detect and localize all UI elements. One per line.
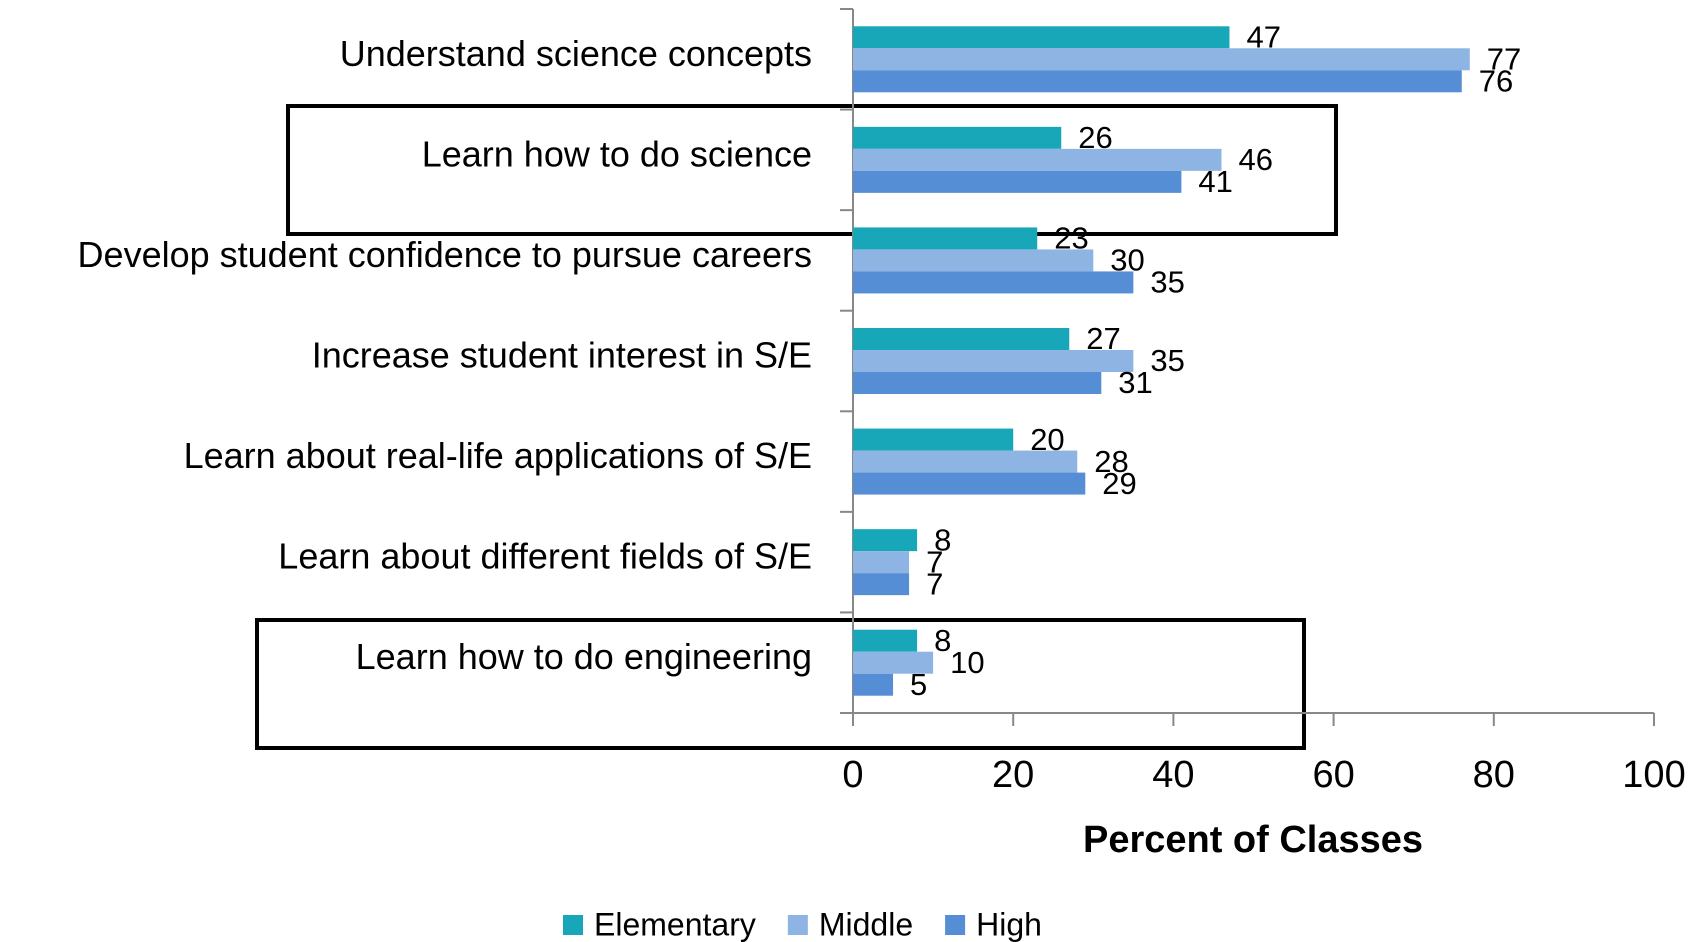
value-label: 76 — [1479, 63, 1513, 98]
x-tick-label: 40 — [1152, 754, 1194, 796]
bar — [853, 450, 1078, 473]
bar — [853, 472, 1086, 495]
x-tick-label: 0 — [842, 754, 863, 796]
bar — [853, 126, 1062, 149]
legend-label: Elementary — [594, 906, 756, 942]
category-label: Develop student confidence to pursue car… — [78, 234, 812, 275]
legend-label: Middle — [819, 906, 913, 942]
bar — [853, 70, 1462, 93]
x-tick-label: 100 — [1622, 754, 1685, 796]
bar — [853, 673, 894, 696]
bar — [853, 428, 1014, 451]
category-label: Learn how to do science — [422, 133, 812, 174]
value-label: 29 — [1102, 466, 1136, 501]
bar — [853, 227, 1038, 250]
value-label: 35 — [1150, 265, 1184, 300]
category-label: Understand science concepts — [340, 33, 812, 74]
bar — [853, 629, 918, 652]
legend-swatch — [945, 915, 966, 935]
legend-swatch — [787, 915, 808, 935]
value-label: 7 — [926, 544, 943, 579]
legend-label: High — [976, 906, 1042, 942]
value-label: 7 — [926, 566, 943, 601]
category-label: Learn about different fields of S/E — [278, 536, 812, 577]
x-tick-label: 80 — [1473, 754, 1515, 796]
legend-swatch — [563, 915, 583, 935]
category-label: Learn how to do engineering — [356, 636, 812, 677]
category-label: Increase student interest in S/E — [312, 335, 812, 376]
value-label: 41 — [1198, 164, 1232, 199]
value-label: 8 — [934, 522, 951, 557]
highlight-box — [255, 618, 1306, 750]
value-label: 31 — [1118, 365, 1152, 400]
value-label: 8 — [934, 623, 951, 658]
bar — [853, 328, 1070, 350]
bar — [853, 148, 1222, 171]
category-label: Learn about real-life applications of S/… — [184, 435, 812, 476]
value-label: 10 — [950, 645, 984, 680]
bar — [853, 573, 910, 596]
highlight-box — [286, 104, 1338, 236]
bar — [853, 170, 1182, 193]
bar — [853, 551, 910, 574]
value-label: 28 — [1094, 444, 1128, 479]
x-axis-title: Percent of Classes — [1083, 819, 1423, 861]
x-tick-label: 60 — [1312, 754, 1354, 796]
x-tick-label: 20 — [992, 754, 1034, 796]
bar — [853, 350, 1134, 372]
value-label: 5 — [910, 667, 927, 702]
value-label: 77 — [1487, 41, 1521, 76]
bar — [853, 372, 1102, 394]
bar — [853, 26, 1230, 49]
bar — [853, 529, 918, 552]
value-label: 35 — [1150, 343, 1184, 378]
value-label: 46 — [1238, 142, 1272, 177]
bar — [853, 249, 1094, 272]
bar — [853, 271, 1134, 294]
bar — [853, 48, 1470, 71]
bar — [853, 651, 934, 674]
